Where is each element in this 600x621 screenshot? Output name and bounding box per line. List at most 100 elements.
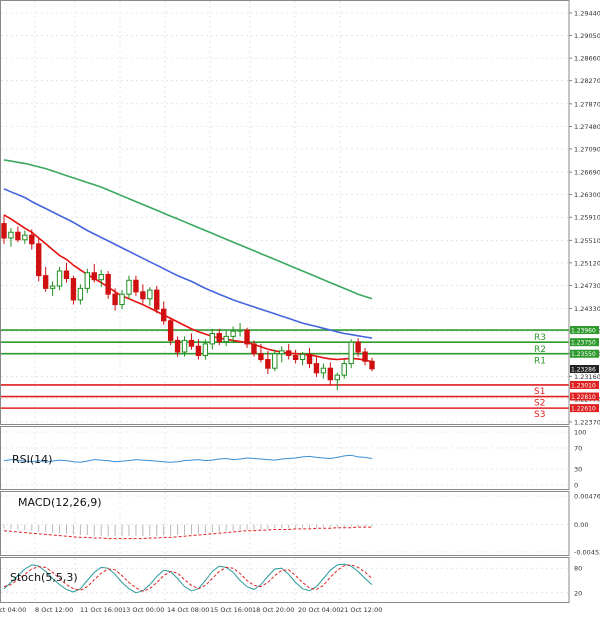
candle-body [160,308,167,322]
macd-y-tick-label: -0.004524 [574,549,600,557]
candle-body [313,363,320,374]
candle-body [154,289,160,310]
candle-body [299,353,306,361]
rsi-y-tick-label: 100 [574,429,586,437]
level-tag-value: 1.23550 [571,351,596,358]
time-axis-label: 18 Oct 20:00 [252,606,294,614]
candle-body [369,360,375,370]
macd-panel: 0.00476 0.00 -0.004524 MACD(12,26,9) [0,491,600,557]
rsi-panel-frame [0,426,570,490]
price-y-tick-label: 1.25910 [574,214,600,222]
candle-body [133,279,139,293]
candle-body [230,330,236,337]
price-y-tick-label: 1.26300 [574,191,600,199]
level-tag-value: 1.22610 [571,406,596,413]
candle-body [223,335,229,343]
price-y-tick-label: 1.29440 [574,10,600,18]
candle-body [292,354,299,361]
time-axis-label: 8 Oct 12:00 [35,606,73,614]
stoch-k-line [3,563,373,594]
level-tag-value: 1.23750 [571,340,596,347]
candle-body [258,353,264,361]
stoch-y-tick-label: 20 [574,589,582,597]
candle-body [77,287,84,301]
candle-body [327,367,334,381]
level-label-s3: S3 [534,410,545,420]
moving-average-slow [3,159,373,300]
stoch-panel: 80 20 Stoch(5,5,3) [0,557,582,603]
time-axis-label: 14 Oct 08:00 [167,606,209,614]
price-y-tick-label: 1.29050 [574,32,600,40]
macd-y-tick-label: 0.00 [574,521,588,529]
candle-body [341,363,347,376]
candle-body [147,289,153,300]
level-tag-value: 1.22810 [571,394,596,401]
price-y-tick-label: 1.22370 [574,419,600,427]
candle-body [63,270,70,280]
price-y-tick-label: 1.25120 [574,259,600,267]
time-axis-label: 11 Oct 16:00 [80,606,122,614]
candle-body [202,343,209,356]
candle-body [209,332,216,345]
candle-body [42,275,49,289]
moving-average-mid [3,188,373,339]
level-tag-bg [570,380,599,389]
stoch-panel-frame [0,557,570,603]
candle-body [279,350,285,355]
candle-body [216,332,222,343]
last-price-tag-bg [570,365,599,374]
level-tag-value: 1.23010 [571,382,596,389]
candle-body [56,270,63,287]
candle-body [188,339,195,347]
macd-signal-line [3,526,372,540]
time-axis-label: 20 Oct 04:00 [298,606,340,614]
price-y-tick-label: 1.24330 [574,305,600,313]
rsi-y-tick-label: 30 [574,466,582,474]
price-y-tick-label: 1.28270 [574,77,600,85]
candle-body [306,353,313,365]
candle-body [181,339,188,353]
candle-body [8,231,14,239]
candle-body [285,350,292,356]
candle-body [265,359,271,369]
candle-body [1,223,7,239]
rsi-title: RSI(14) [12,453,52,466]
macd-y-tick-label: 0.00476 [574,493,600,501]
candle-body [320,367,327,374]
price-y-tick-label: 1.27480 [574,123,600,131]
candle-body [237,329,243,332]
level-tag-bg [570,392,599,401]
candle-body [84,272,91,289]
time-axis-label: 21 Oct 12:00 [340,606,382,614]
candle-body [91,272,97,281]
candle-body [251,343,257,355]
macd-title: MACD(12,26,9) [18,496,102,509]
level-tag-bg [570,404,599,413]
rsi-line [3,454,373,463]
stoch-y-tick-label: 80 [574,565,582,573]
last-price-tag-value: 1.23286 [571,367,596,374]
candle-body [22,234,28,241]
candle-body [355,341,361,353]
rsi-panel: 100 70 30 0 RSI(14) [0,426,586,490]
candle-body [140,291,146,300]
candle-body [244,329,250,345]
price-y-tick-label: 1.23160 [574,373,600,381]
candle-body [70,278,77,301]
candle-body [29,234,35,245]
level-label-r2: R2 [534,345,546,355]
level-tag-bg [570,338,599,347]
level-label-r1: R1 [534,357,546,367]
candle-body [272,353,278,369]
candle-body [195,345,202,356]
rsi-y-tick-label: 0 [574,482,578,490]
level-label-s2: S2 [534,399,545,409]
price-y-tick-label: 1.25510 [574,237,600,245]
candle-body [167,320,174,341]
candle-body [49,285,56,289]
candle-body [334,374,340,381]
price-y-tick-label: 1.26690 [574,169,600,177]
candle-body [112,293,118,306]
